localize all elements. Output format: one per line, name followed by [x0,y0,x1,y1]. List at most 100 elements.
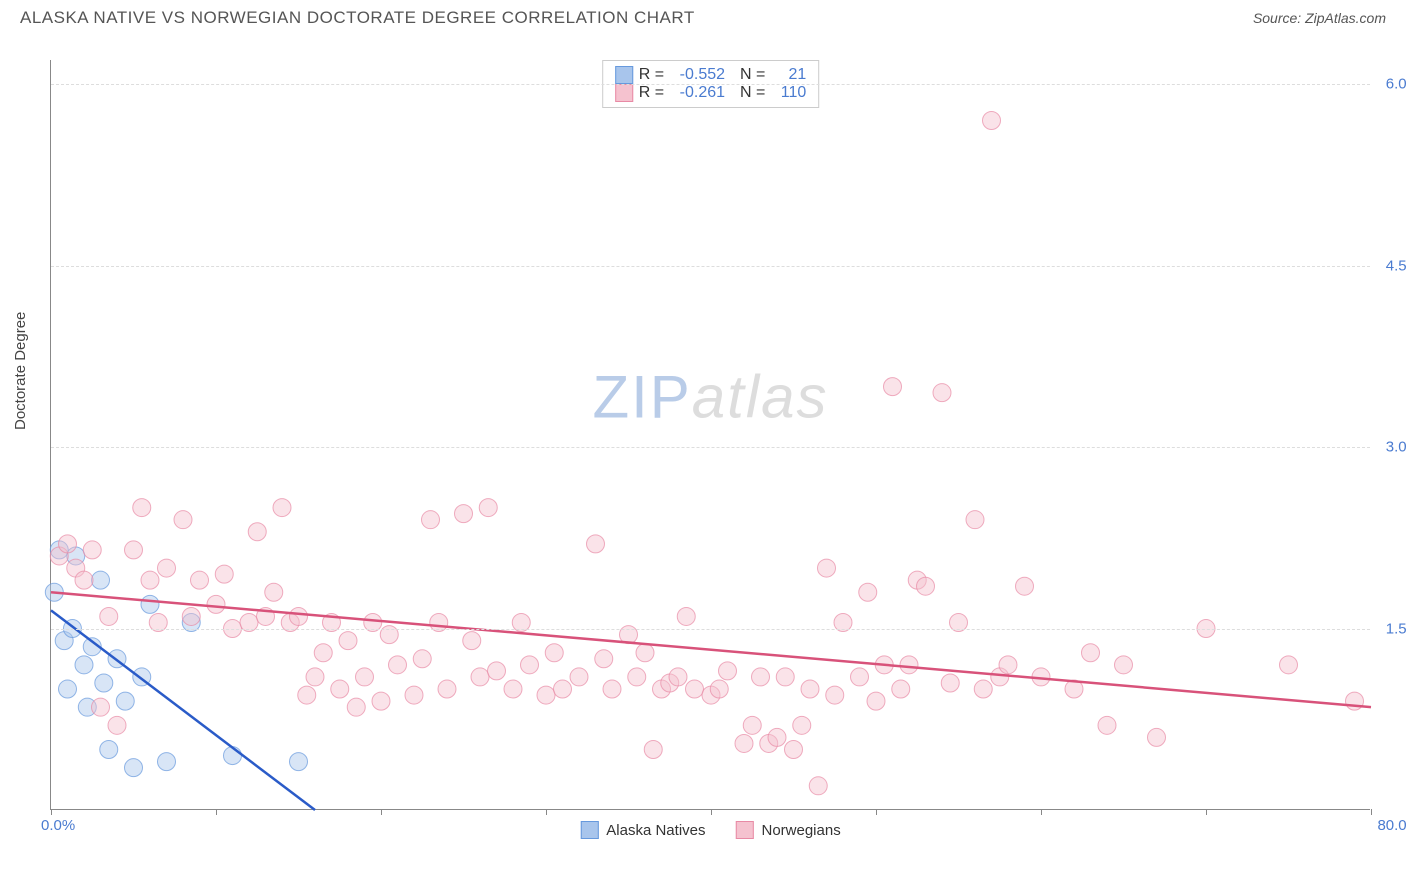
scatter-point [974,680,992,698]
scatter-point [92,698,110,716]
scatter-point [966,511,984,529]
scatter-point [686,680,704,698]
scatter-point [92,571,110,589]
scatter-point [818,559,836,577]
scatter-point [859,583,877,601]
scatter-point [1148,728,1166,746]
chart-header: ALASKA NATIVE VS NORWEGIAN DOCTORATE DEG… [0,0,1406,36]
x-tick [216,809,217,815]
scatter-point [1115,656,1133,674]
chart-title: ALASKA NATIVE VS NORWEGIAN DOCTORATE DEG… [20,8,695,28]
x-tick [381,809,382,815]
x-tick [1041,809,1042,815]
scatter-point [83,541,101,559]
scatter-point [389,656,407,674]
x-tick [876,809,877,815]
r-label: R = [639,66,664,84]
scatter-point [636,644,654,662]
y-tick-label: 6.0% [1386,76,1406,93]
scatter-point [413,650,431,668]
scatter-point [265,583,283,601]
scatter-point [488,662,506,680]
n-value: 110 [771,84,806,102]
r-value: -0.261 [670,84,725,102]
scatter-point [224,747,242,765]
legend-item: Norwegians [736,821,841,839]
scatter-point [141,571,159,589]
scatter-point [298,686,316,704]
scatter-point [158,753,176,771]
scatter-point [941,674,959,692]
scatter-point [867,692,885,710]
gridline [51,629,1370,630]
scatter-point [735,734,753,752]
legend-swatch [580,821,598,839]
gridline [51,447,1370,448]
scatter-point [900,656,918,674]
scatter-point [248,523,266,541]
scatter-point [570,668,588,686]
scatter-point [801,680,819,698]
gridline [51,266,1370,267]
scatter-point [719,662,737,680]
scatter-point [644,741,662,759]
r-value: -0.552 [670,66,725,84]
scatter-point [793,716,811,734]
scatter-point [537,686,555,704]
scatter-point [743,716,761,734]
scatter-point [191,571,209,589]
scatter-point [785,741,803,759]
scatter-point [884,378,902,396]
r-label: R = [639,84,664,102]
scatter-point [851,668,869,686]
scatter-point [174,511,192,529]
scatter-point [100,741,118,759]
x-axis-min-label: 0.0% [41,817,75,834]
scatter-point [290,607,308,625]
y-tick-label: 4.5% [1386,257,1406,274]
scatter-point [75,656,93,674]
scatter-point [826,686,844,704]
scatter-point [479,499,497,517]
scatter-point [554,680,572,698]
scatter-point [587,535,605,553]
scatter-point [331,680,349,698]
legend-swatch [615,84,633,102]
source-label: Source: ZipAtlas.com [1253,10,1386,26]
scatter-point [125,759,143,777]
scatter-point [983,111,1001,129]
scatter-point [290,753,308,771]
scatter-point [133,499,151,517]
scatter-point [710,680,728,698]
legend-label: Norwegians [762,822,841,839]
scatter-point [95,674,113,692]
x-tick [546,809,547,815]
legend-swatch [615,66,633,84]
scatter-point [356,668,374,686]
scatter-point [108,716,126,734]
x-tick [51,809,52,815]
scatter-point [999,656,1017,674]
scatter-point [405,686,423,704]
scatter-svg [51,60,1370,809]
scatter-point [595,650,613,668]
y-tick-label: 1.5% [1386,620,1406,637]
scatter-point [207,595,225,613]
series-legend: Alaska Natives Norwegians [580,821,840,839]
scatter-point [768,728,786,746]
x-tick [1371,809,1372,815]
chart-plot-area: ZIPatlas R =-0.552 N =21R =-0.261 N =110… [50,60,1370,810]
legend-item: Alaska Natives [580,821,705,839]
scatter-point [59,535,77,553]
scatter-point [752,668,770,686]
n-label: N = [731,84,765,102]
scatter-point [141,595,159,613]
scatter-point [347,698,365,716]
scatter-point [158,559,176,577]
scatter-point [1280,656,1298,674]
scatter-point [917,577,935,595]
legend-label: Alaska Natives [606,822,705,839]
scatter-point [125,541,143,559]
scatter-point [776,668,794,686]
scatter-point [1016,577,1034,595]
